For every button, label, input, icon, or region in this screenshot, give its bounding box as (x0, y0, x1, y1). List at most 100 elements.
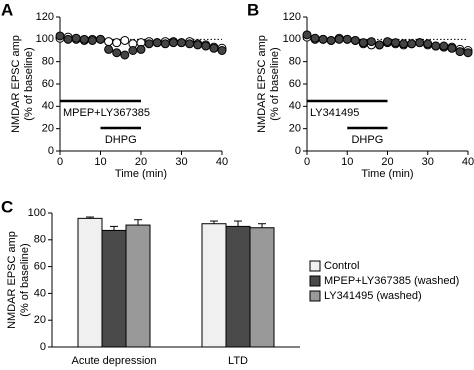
data-point (318, 34, 328, 44)
legend-swatch (309, 275, 321, 287)
data-point (71, 33, 81, 43)
bar (249, 227, 275, 348)
legend-swatch (309, 290, 321, 302)
treatment-label: LY341495 (310, 107, 359, 119)
x-tick-label: 30 (422, 156, 434, 168)
data-point (374, 40, 384, 50)
y-tick-label: 0 (295, 145, 301, 157)
data-point (201, 41, 211, 51)
y-tick-label: 60 (289, 78, 301, 90)
data-point (334, 34, 344, 44)
y-axis-label: (% of baseline) (19, 243, 31, 316)
data-point (358, 38, 368, 48)
y-tick-label: 100 (28, 207, 46, 219)
bar (225, 225, 251, 348)
data-point (128, 46, 138, 55)
data-point (185, 39, 195, 49)
y-tick-label: 60 (42, 78, 54, 90)
legend-label: MPEP+LY367385 (washed) (324, 275, 459, 287)
data-point (120, 35, 130, 45)
data-point (168, 38, 178, 48)
treatment-label: DHPG (351, 134, 383, 146)
data-point (217, 46, 227, 55)
data-point (423, 39, 433, 49)
data-point (302, 30, 312, 40)
data-point (447, 43, 457, 53)
x-tick-label: LTD (228, 355, 248, 367)
data-point (193, 40, 203, 50)
y-tick-label: 80 (34, 234, 46, 246)
treatment-label: DHPG (105, 134, 137, 146)
y-tick-label: 80 (42, 56, 54, 68)
data-point (55, 31, 65, 41)
y-axis-label: (% of baseline) (23, 47, 35, 120)
bar (201, 223, 227, 348)
bar (125, 224, 151, 348)
y-tick-label: 0 (40, 341, 46, 353)
y-tick-label: 120 (283, 11, 301, 23)
data-point (209, 43, 219, 53)
data-point (79, 34, 89, 44)
x-axis-label: Time (min) (115, 168, 167, 180)
y-tick-label: 120 (36, 11, 54, 23)
x-tick-label: 20 (135, 156, 147, 168)
panel-letter: C (1, 197, 13, 216)
data-point (326, 35, 336, 45)
treatment-label: MPEP+LY367385 (63, 107, 150, 119)
data-point (112, 48, 122, 58)
y-tick-label: 20 (42, 123, 54, 135)
data-point (63, 34, 73, 44)
y-tick-label: 0 (48, 145, 54, 157)
panel-letter: A (1, 0, 13, 19)
data-point (136, 44, 146, 54)
panel-letter: B (247, 0, 259, 19)
data-point (366, 37, 376, 47)
data-point (96, 34, 105, 44)
data-point (350, 35, 360, 45)
y-tick-label: 20 (289, 123, 301, 135)
y-tick-label: 40 (289, 100, 301, 112)
data-point (455, 47, 465, 57)
y-axis-label: NMDAR EPSC amp (6, 231, 18, 329)
data-point (120, 50, 130, 60)
x-tick-label: 40 (216, 156, 228, 168)
x-tick-label: 0 (304, 156, 310, 168)
x-tick-label: 30 (175, 156, 187, 168)
y-tick-label: 100 (283, 33, 301, 45)
data-point (87, 35, 97, 45)
legend-label: LY341495 (washed) (324, 290, 422, 302)
data-point (112, 38, 122, 48)
data-point (407, 39, 417, 49)
y-axis-label: (% of baseline) (269, 47, 281, 120)
y-axis-label: NMDAR EPSC amp (256, 35, 268, 133)
data-point (177, 38, 186, 48)
x-tick-label: 40 (462, 156, 474, 168)
data-point (152, 38, 162, 48)
x-tick-label: 20 (381, 156, 393, 168)
data-point (104, 37, 114, 47)
x-tick-label: 10 (94, 156, 106, 168)
legend-swatch (309, 260, 321, 272)
y-axis-label: NMDAR EPSC amp (10, 35, 22, 133)
data-point (104, 44, 114, 54)
data-point (144, 39, 154, 49)
data-point (310, 33, 320, 43)
y-tick-label: 20 (34, 314, 46, 326)
x-tick-label: 10 (341, 156, 353, 168)
y-tick-label: 40 (42, 100, 54, 112)
x-axis-label: Time (min) (361, 168, 413, 180)
x-tick-label: Acute depression (72, 355, 157, 367)
data-point (342, 34, 352, 44)
data-point (399, 39, 409, 49)
data-point (383, 37, 392, 47)
y-tick-label: 60 (34, 261, 46, 273)
legend-label: Control (324, 260, 359, 272)
data-point (463, 48, 473, 58)
data-point (431, 41, 441, 51)
y-tick-label: 100 (36, 33, 54, 45)
data-point (391, 38, 401, 48)
data-point (439, 41, 449, 51)
data-point (415, 38, 425, 48)
bar (77, 217, 103, 348)
